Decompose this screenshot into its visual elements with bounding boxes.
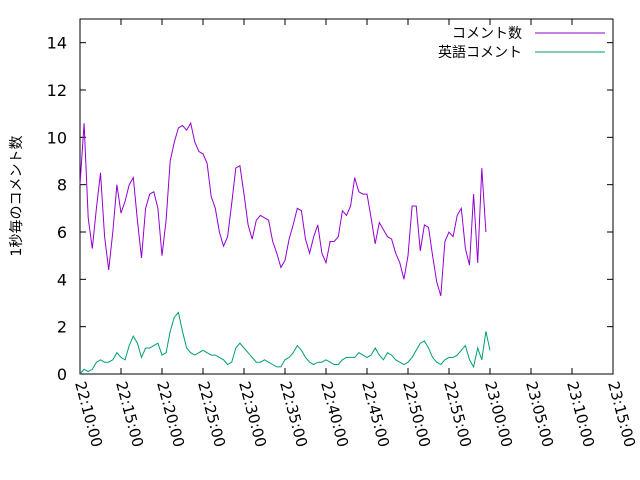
x-tick-label: 22:25:00 xyxy=(194,379,229,449)
series-line-1 xyxy=(79,311,491,375)
x-tick-label: 22:40:00 xyxy=(317,379,352,449)
x-tick-label: 23:00:00 xyxy=(481,379,516,449)
y-axis: 0 2 4 6 8 10 12 14 xyxy=(47,34,613,384)
x-tick-label: 22:30:00 xyxy=(235,379,270,449)
y-tick-label: 6 xyxy=(57,223,67,242)
y-tick-label: 8 xyxy=(57,176,67,195)
x-tick-label: 23:10:00 xyxy=(563,379,598,449)
y-tick-label: 14 xyxy=(47,34,67,53)
x-tick-label: 22:35:00 xyxy=(276,379,311,449)
plot-area xyxy=(79,18,614,375)
y-tick-label: 4 xyxy=(57,270,67,289)
y-axis-label: 1秒毎のコメント数 xyxy=(9,136,25,257)
y-tick-label: 2 xyxy=(57,318,67,337)
x-tick-label: 23:05:00 xyxy=(522,379,557,449)
x-tick-label: 22:50:00 xyxy=(399,379,434,449)
series-layer xyxy=(79,121,491,375)
x-tick-label: 22:10:00 xyxy=(71,379,106,449)
x-tick-label: 22:45:00 xyxy=(358,379,393,449)
y-tick-label: 0 xyxy=(57,365,67,384)
x-tick-label: 22:20:00 xyxy=(153,379,188,449)
series-line-0 xyxy=(79,121,487,297)
legend-label: コメント数 xyxy=(452,26,522,42)
x-tick-label: 23:15:00 xyxy=(604,379,639,449)
y-tick-label: 12 xyxy=(47,81,67,100)
y-tick-label: 10 xyxy=(47,128,67,147)
x-tick-label: 22:15:00 xyxy=(112,379,147,449)
x-axis: 22:10:00 22:15:00 22:20:00 22:25:00 22:30:00… xyxy=(71,19,639,449)
legend-label: 英語コメント xyxy=(438,44,522,61)
x-tick-label: 22:55:00 xyxy=(440,379,475,449)
